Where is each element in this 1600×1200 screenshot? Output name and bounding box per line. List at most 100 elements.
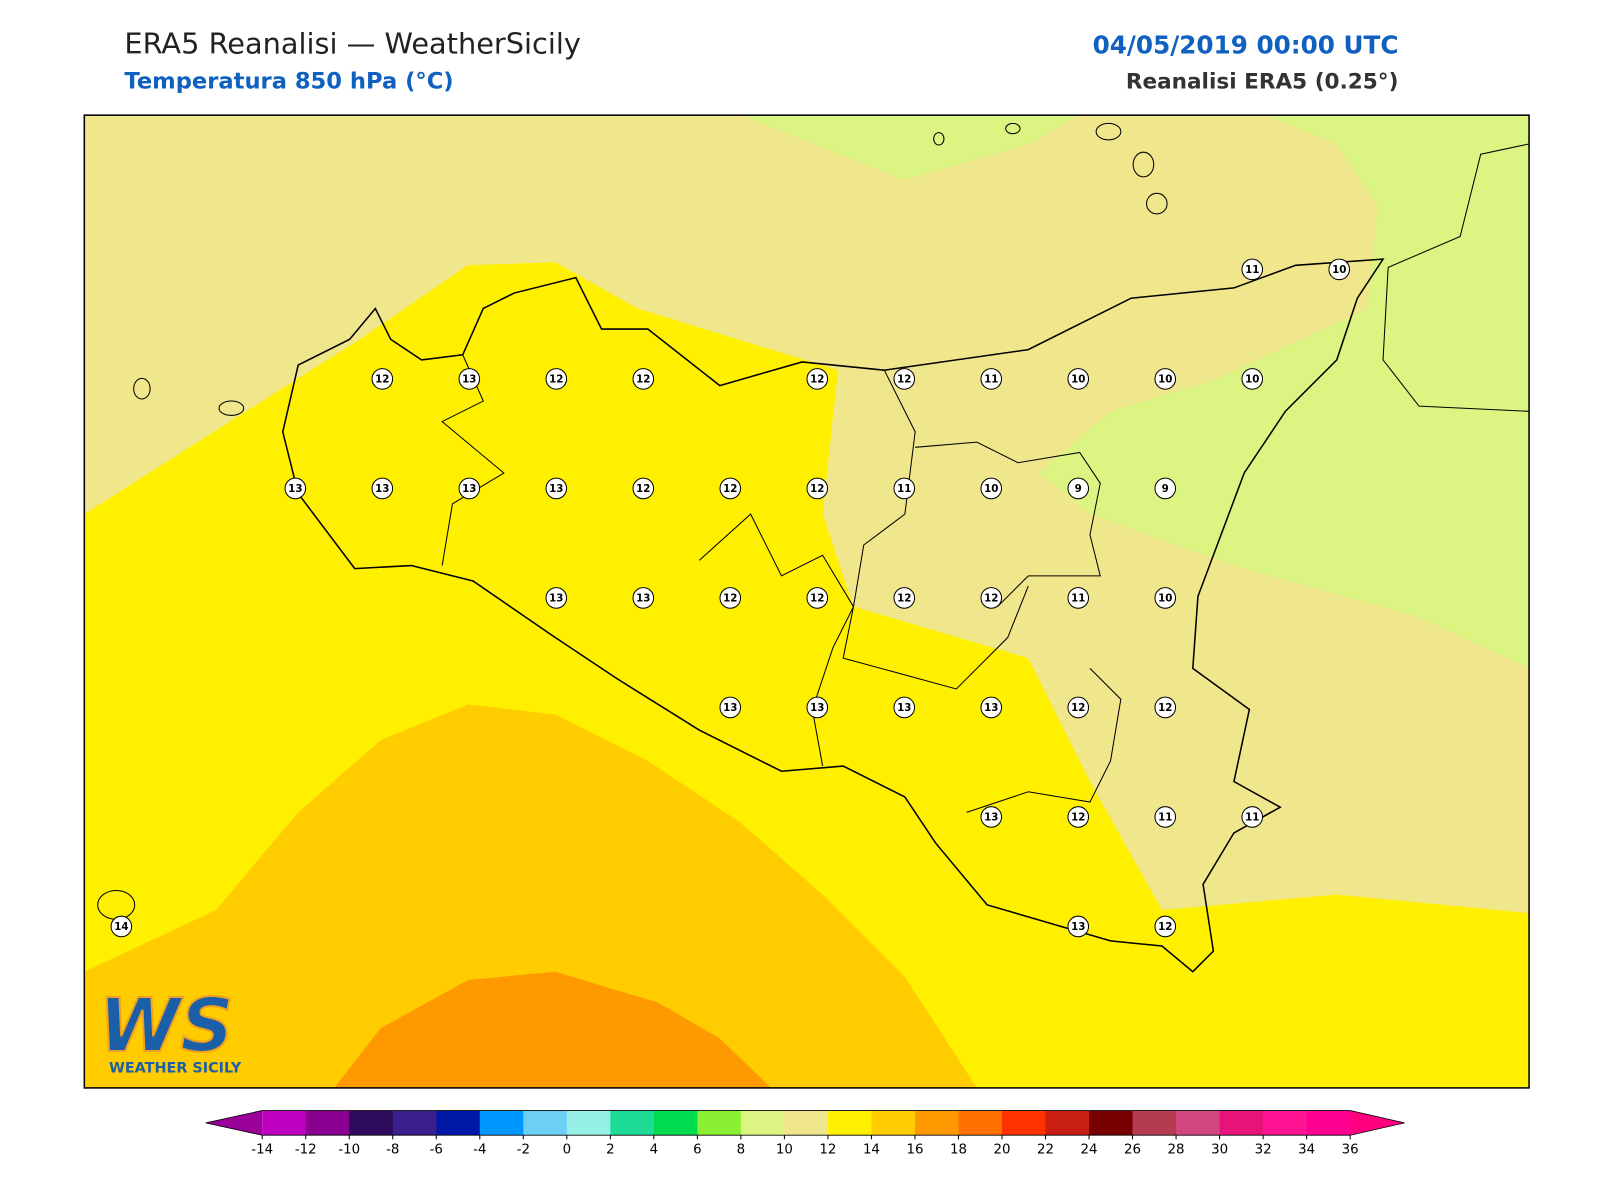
station-value: 12 xyxy=(375,373,389,385)
island xyxy=(1132,151,1155,178)
station-marker xyxy=(545,477,568,500)
station-value: 10 xyxy=(1158,592,1172,604)
colorbar-segment xyxy=(523,1110,568,1136)
colorbar-segment xyxy=(1263,1110,1308,1136)
colorbar-tick-label: 16 xyxy=(906,1143,923,1158)
colorbar-tick-label: 34 xyxy=(1298,1143,1315,1158)
colorbar-segment xyxy=(1132,1110,1177,1136)
station-value: 12 xyxy=(723,592,737,604)
colorbar-segment xyxy=(349,1110,394,1136)
station-marker xyxy=(1154,368,1177,390)
station-value: 12 xyxy=(1071,811,1085,823)
colorbar-tick-label: 6 xyxy=(693,1143,701,1158)
colorbar-segment xyxy=(653,1110,698,1136)
station-value: 12 xyxy=(723,483,737,495)
stations: 11 10 12 13 12 12 12 12 11 10 10 10 13 13 13 13 12 12 12 11… xyxy=(110,258,1351,938)
colorbar-segment xyxy=(827,1110,872,1136)
colorbar-tick-label: 0 xyxy=(563,1143,572,1158)
colorbar-tick-label: 2 xyxy=(606,1143,615,1158)
station-marker xyxy=(1067,368,1090,390)
colorbar-tick-label: 24 xyxy=(1081,1143,1098,1158)
station-marker xyxy=(893,696,916,719)
colorbar-segment xyxy=(697,1110,742,1136)
colorbar-tick-label: 28 xyxy=(1168,1143,1185,1158)
field-fill xyxy=(84,704,977,1088)
coastline xyxy=(1382,143,1530,412)
province-border xyxy=(966,668,1122,813)
station-marker xyxy=(632,587,655,609)
station-marker xyxy=(980,477,1003,500)
colorbar-tick-label: 10 xyxy=(776,1143,793,1158)
colorbar-segment xyxy=(914,1110,959,1136)
station-marker xyxy=(980,368,1003,390)
colorbar-tick-label: 4 xyxy=(650,1143,659,1158)
field-fill xyxy=(1038,115,1530,669)
colorbar-tick-label: 14 xyxy=(863,1143,880,1158)
station-value: 12 xyxy=(549,373,563,385)
station-value: 13 xyxy=(375,483,389,495)
station-marker xyxy=(371,368,394,390)
colorbar-segment xyxy=(784,1110,829,1136)
station-value: 13 xyxy=(984,811,998,823)
station-marker xyxy=(284,477,307,500)
title: ERA5 Reanalisi — WeatherSicily xyxy=(124,26,580,60)
colorbar-segment xyxy=(392,1110,437,1136)
station-value: 11 xyxy=(984,373,998,385)
station-value: 9 xyxy=(1162,483,1169,495)
colorbar-tick-label: 12 xyxy=(819,1143,836,1158)
colorbar-tick-label: -4 xyxy=(473,1143,486,1158)
colorbar-tick-label: -10 xyxy=(338,1143,360,1158)
station-value: 13 xyxy=(723,702,737,714)
station-marker xyxy=(719,696,742,719)
colorbar-tick-label: 22 xyxy=(1037,1143,1054,1158)
station-marker xyxy=(1154,806,1177,828)
colorbar-segment xyxy=(610,1110,655,1136)
station-value: 12 xyxy=(636,483,650,495)
station-value: 9 xyxy=(1075,483,1082,495)
station-marker xyxy=(980,587,1003,609)
field-fill xyxy=(84,115,144,165)
station-marker xyxy=(1067,587,1090,609)
colorbar-extend xyxy=(205,1110,263,1136)
province-border xyxy=(441,354,505,566)
station-marker xyxy=(980,696,1003,719)
colorbar-tick-label: -14 xyxy=(251,1143,273,1158)
colorbar-tick-label: 26 xyxy=(1124,1143,1141,1158)
logo-text: WEATHER SICILY xyxy=(109,1060,242,1076)
colorbar-tick-label: -12 xyxy=(295,1143,317,1158)
colorbar-tick-label: 32 xyxy=(1255,1143,1272,1158)
station-marker xyxy=(893,587,916,609)
station-value: 13 xyxy=(810,702,824,714)
source: Reanalisi ERA5 (0.25°) xyxy=(1126,69,1399,94)
station-marker xyxy=(458,368,481,390)
station-marker xyxy=(545,587,568,609)
colorbar-segment xyxy=(1001,1110,1047,1136)
map-frame xyxy=(83,114,1530,1089)
station-marker xyxy=(632,477,655,500)
station-marker xyxy=(1154,477,1177,500)
island xyxy=(133,377,151,400)
station-value: 12 xyxy=(1158,702,1172,714)
station-value: 13 xyxy=(549,592,563,604)
colorbar-segment xyxy=(262,1110,307,1136)
station-marker xyxy=(980,806,1003,828)
datetime: 04/05/2019 00:00 UTC xyxy=(1093,30,1399,59)
station-marker xyxy=(1154,696,1177,719)
station-value: 10 xyxy=(1245,373,1259,385)
colorbar-segment xyxy=(479,1110,524,1136)
station-marker xyxy=(1241,258,1264,281)
colorbar-segment xyxy=(740,1110,785,1136)
colorbar-segment xyxy=(436,1110,481,1136)
colorbar-tick-label: 18 xyxy=(950,1143,967,1158)
station-value: 11 xyxy=(1071,592,1085,604)
station-marker xyxy=(719,477,742,500)
colorbar-tick-label: -2 xyxy=(517,1143,530,1158)
colorbar-segment xyxy=(1045,1110,1090,1136)
station-value: 12 xyxy=(1071,702,1085,714)
island xyxy=(1146,192,1168,215)
station-value: 13 xyxy=(1071,921,1085,933)
station-value: 13 xyxy=(897,702,911,714)
station-marker xyxy=(1067,477,1090,500)
station-value: 10 xyxy=(984,483,998,495)
